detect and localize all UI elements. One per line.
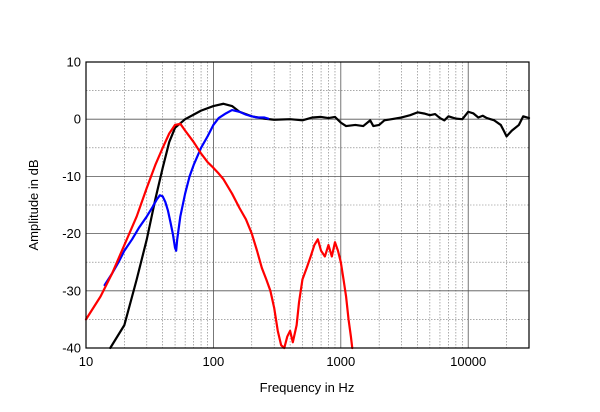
x-tick-label: 100	[203, 354, 225, 369]
grid-minor	[86, 62, 529, 348]
y-tick-label: -20	[62, 226, 81, 241]
series-line-red	[84, 122, 354, 350]
x-axis-label: Frequency in Hz	[260, 380, 355, 395]
series-line-black	[109, 102, 531, 350]
x-tick-label: 10000	[450, 354, 486, 369]
x-tick-label: 1000	[326, 354, 355, 369]
y-tick-label: -10	[62, 169, 81, 184]
y-tick-label: 10	[67, 55, 81, 70]
series-layer	[84, 102, 531, 350]
y-tick-labels: 10 0 -10 -20 -30 -40	[62, 55, 81, 356]
y-tick-label: -40	[62, 341, 81, 356]
y-tick-label: 0	[74, 112, 81, 127]
plot-frame	[85, 61, 530, 349]
x-tick-label: 10	[79, 354, 93, 369]
y-tick-label: -30	[62, 283, 81, 298]
x-tick-labels: 10 100 1000 10000	[79, 354, 487, 369]
series-line-blue	[103, 108, 270, 287]
y-axis-label: Amplitude in dB	[26, 159, 41, 250]
